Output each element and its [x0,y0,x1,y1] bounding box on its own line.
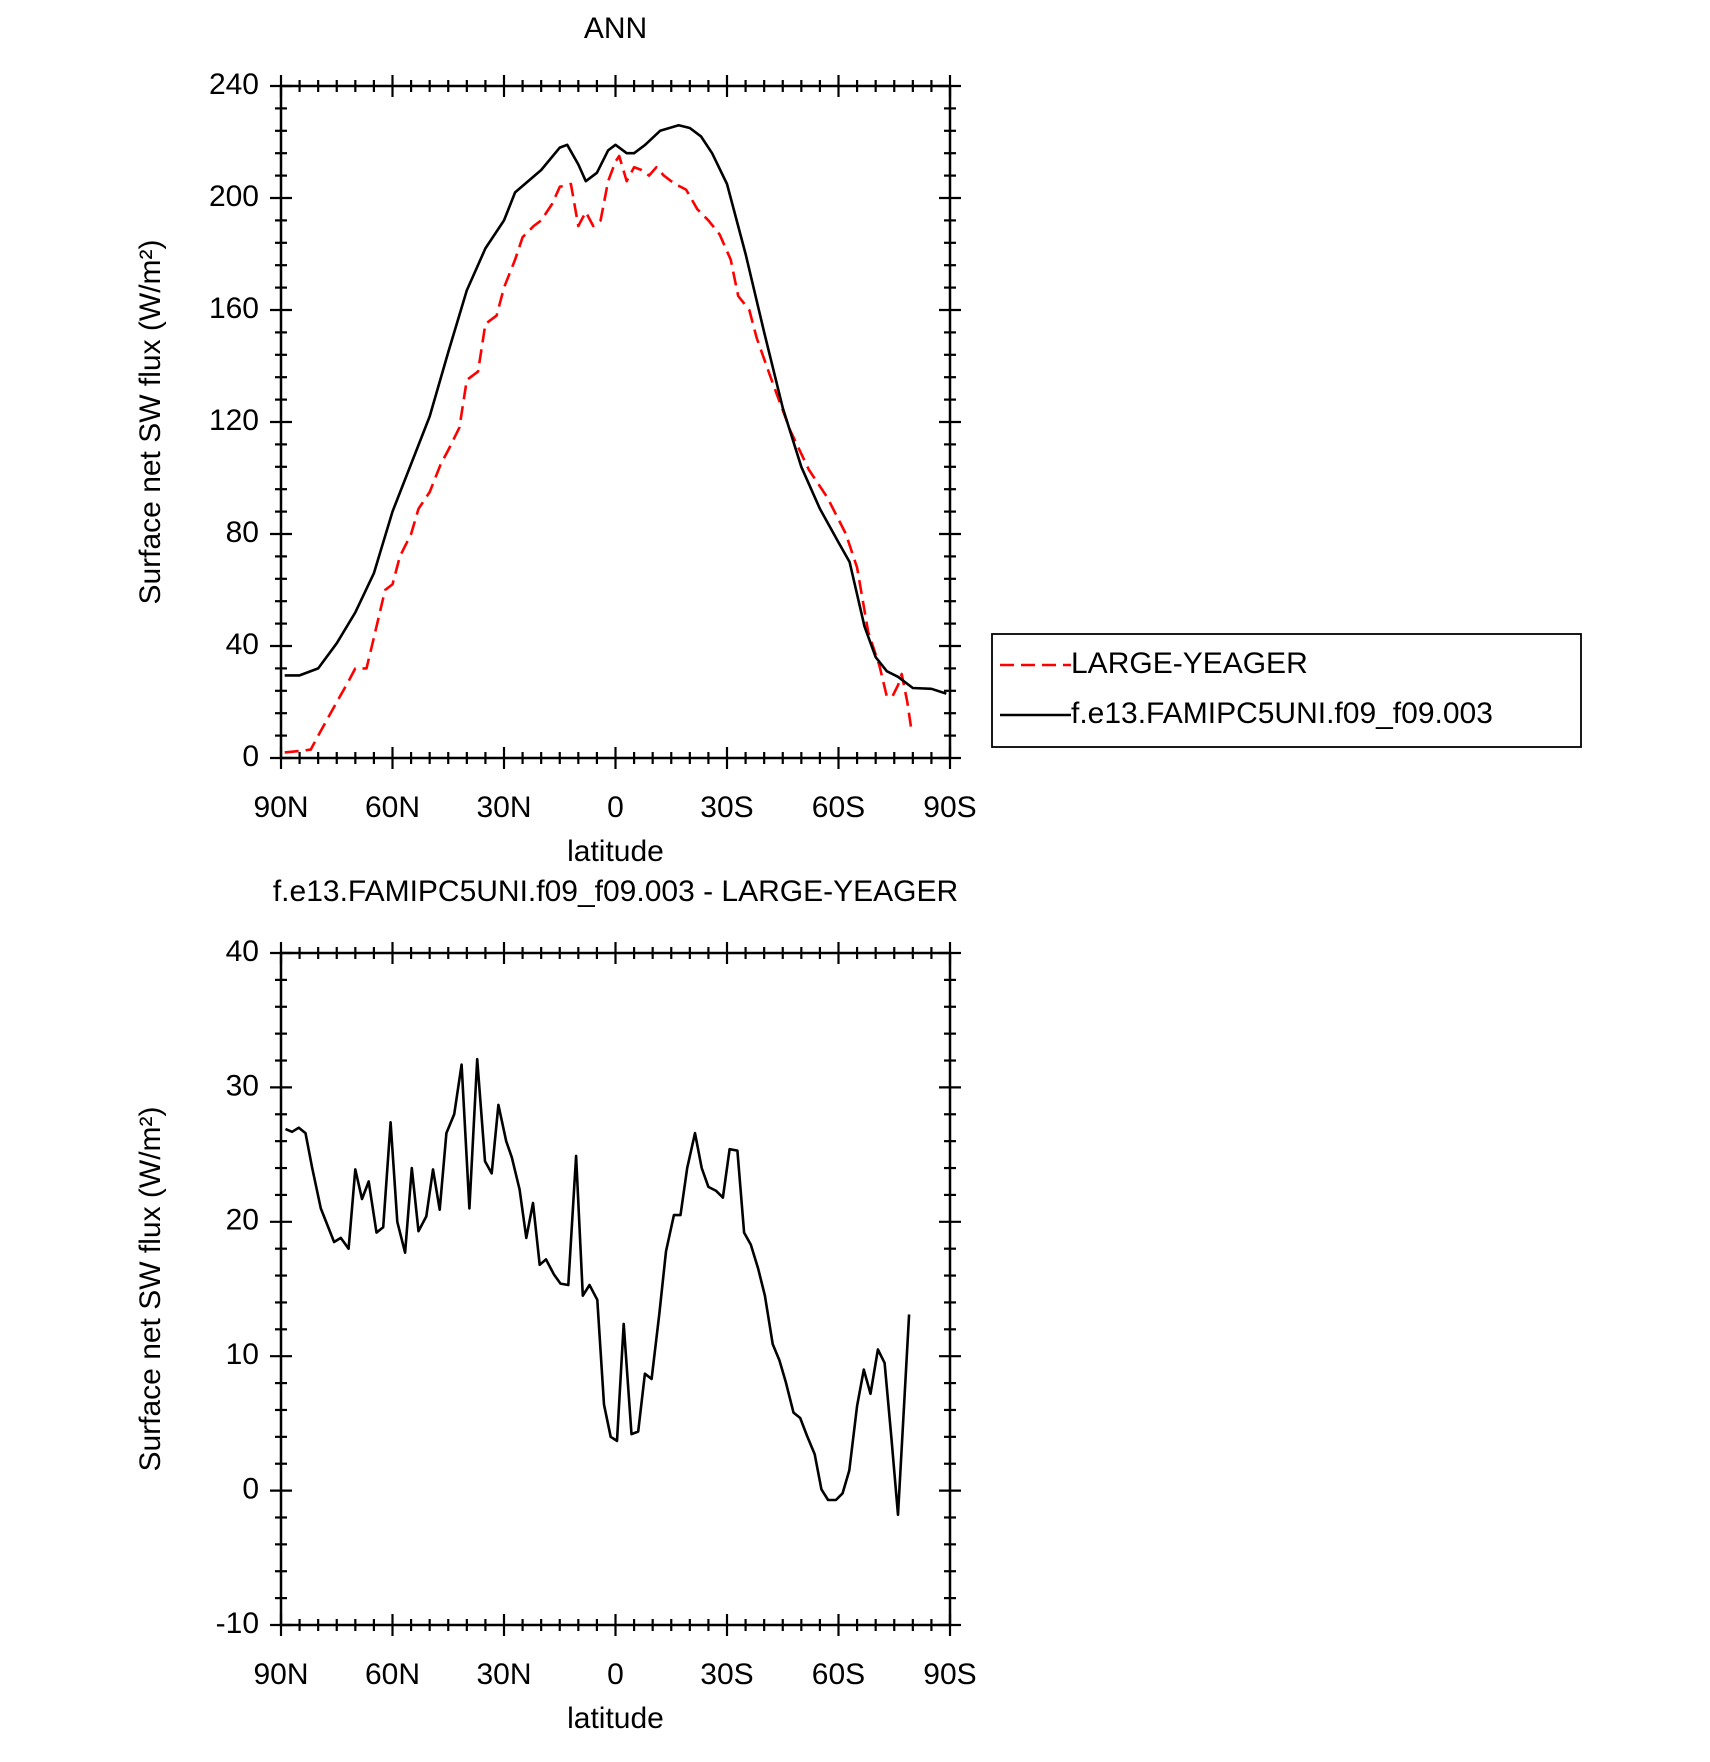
y-axis-label: Surface net SW flux (W/m²) [134,1106,167,1471]
x-tick-label: 90S [923,1658,976,1691]
x-tick-label: 90N [253,791,308,824]
x-axis-label: latitude [567,1702,664,1735]
y-tick-label: 10 [226,1338,259,1371]
y-tick-label: 40 [226,628,259,661]
data-line [284,123,947,695]
data-line [284,154,913,754]
y-tick-label: 200 [209,180,259,213]
y-tick-label: -10 [216,1607,259,1640]
x-tick-label: 0 [607,791,624,824]
legend-box [991,633,1582,748]
y-tick-label: 160 [209,292,259,325]
x-tick-label: 90N [253,1658,308,1691]
y-axis-label: Surface net SW flux (W/m²) [134,239,167,604]
x-tick-label: 30N [476,791,531,824]
legend-label: f.e13.FAMIPC5UNI.f09_f09.003 [1071,697,1493,730]
chart-title: f.e13.FAMIPC5UNI.f09_f09.003 - LARGE-YEA… [273,875,958,908]
y-tick-label: 80 [226,516,259,549]
x-axis-label: latitude [567,835,664,868]
plot-frame [279,84,952,760]
plot-frame [279,951,952,1627]
x-tick-label: 30N [476,1658,531,1691]
y-tick-label: 40 [226,935,259,968]
y-tick-label: 120 [209,404,259,437]
x-tick-label: 0 [607,1658,624,1691]
y-tick-label: 0 [242,1473,259,1506]
x-tick-label: 30S [700,1658,753,1691]
x-tick-label: 60N [365,1658,420,1691]
x-tick-label: 90S [923,791,976,824]
y-tick-label: 240 [209,68,259,101]
y-tick-label: 30 [226,1069,259,1102]
chart-title: ANN [584,12,647,45]
x-tick-label: 30S [700,791,753,824]
x-tick-label: 60N [365,791,420,824]
x-tick-label: 60S [812,791,865,824]
legend-label: LARGE-YEAGER [1071,647,1308,680]
y-tick-label: 20 [226,1204,259,1237]
x-tick-label: 60S [812,1658,865,1691]
data-line [285,1057,911,1517]
y-tick-label: 0 [242,740,259,773]
